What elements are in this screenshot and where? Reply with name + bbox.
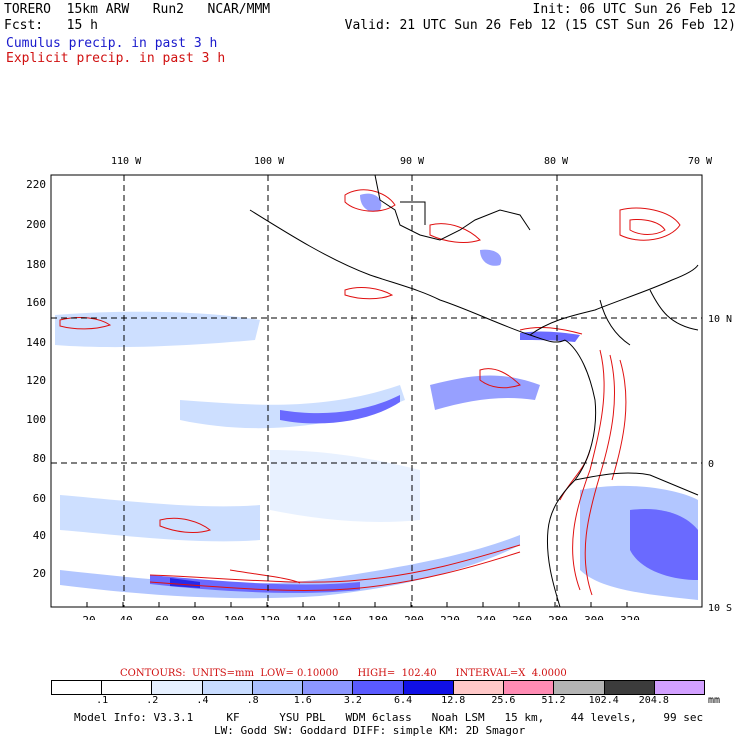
y-tick-label: 20 — [33, 567, 46, 580]
scale-swatch — [303, 681, 354, 694]
scale-label: 25.6 — [491, 695, 516, 706]
valid-time: Valid: 21 UTC Sun 26 Feb 12 (15 CST Sun … — [344, 18, 736, 33]
scale-label: .4 — [196, 695, 209, 706]
y-tick-label: 100 — [26, 413, 46, 426]
scale-label: 204.8 — [638, 695, 669, 706]
scale-label: 6.4 — [394, 695, 413, 706]
y-tick-label: 160 — [26, 296, 46, 309]
x-tick-label: 160 — [332, 614, 352, 620]
scale-swatch — [654, 681, 705, 694]
lat-label: 10 S — [708, 603, 732, 614]
x-tick-labels: 20 40 60 80 100 120 140 160 180 200 220 … — [82, 614, 640, 620]
lon-label: 100 W — [254, 156, 285, 167]
x-tick-label: 300 — [584, 614, 604, 620]
lon-label: 90 W — [400, 156, 425, 167]
x-tick-label: 120 — [260, 614, 280, 620]
coastlines — [249, 174, 699, 608]
model-info-line1: Model Info: V3.3.1 KF YSU PBL WDM 6class… — [74, 711, 704, 724]
scale-swatch — [52, 681, 103, 694]
x-tick-label: 100 — [224, 614, 244, 620]
x-tick-label: 40 — [119, 614, 132, 620]
model-info: Model Info: V3.3.1 KF YSU PBL WDM 6class… — [74, 711, 703, 737]
x-tick-label: 240 — [476, 614, 496, 620]
lon-label: 80 W — [544, 156, 569, 167]
cumulus-shading — [55, 193, 698, 600]
scale-swatch — [102, 681, 153, 694]
x-tick-label: 260 — [512, 614, 532, 620]
x-tick-label: 60 — [155, 614, 168, 620]
scale-swatch — [152, 681, 203, 694]
x-tick-label: 320 — [620, 614, 640, 620]
y-tick-label: 200 — [26, 218, 46, 231]
model-info-line2: LW: Godd SW: Goddard DIFF: simple KM: 2D… — [214, 724, 526, 737]
x-tick-label: 80 — [191, 614, 204, 620]
lon-label: 110 W — [111, 156, 142, 167]
y-tick-label: 60 — [33, 492, 46, 505]
precip-map: 110 W 100 W 90 W 80 W 70 W — [26, 156, 732, 620]
scale-label: .8 — [246, 695, 259, 706]
lat-lon-grid — [51, 175, 702, 607]
y-tick-label: 180 — [26, 258, 46, 271]
scale-swatch — [554, 681, 605, 694]
y-tick-label: 40 — [33, 529, 46, 542]
init-time: Init: 06 UTC Sun 26 Feb 12 — [532, 2, 737, 17]
scale-label: .1 — [96, 695, 109, 706]
scale-label: 3.2 — [343, 695, 362, 706]
color-scale — [51, 680, 705, 695]
y-tick-label: 80 — [33, 452, 46, 465]
scale-label: 1.6 — [293, 695, 312, 706]
x-tick-label: 200 — [404, 614, 424, 620]
scale-swatch — [403, 681, 454, 694]
forecast-hour: Fcst: 15 h — [4, 18, 98, 33]
lat-labels: 10 N 0 10 S — [708, 314, 732, 614]
scale-swatch — [453, 681, 505, 694]
cumulus-label: Cumulus precip. in past 3 h — [6, 36, 218, 51]
lat-label: 10 N — [708, 314, 732, 325]
y-tick-label: 220 — [26, 178, 46, 191]
scale-swatch — [604, 681, 655, 694]
lon-label: 70 W — [688, 156, 713, 167]
y-tick-label: 120 — [26, 374, 46, 387]
scale-swatch — [504, 681, 555, 694]
scale-label: 51.2 — [541, 695, 566, 706]
scale-swatch — [252, 681, 304, 694]
x-ticks — [86, 602, 628, 607]
scale-swatch — [202, 681, 253, 694]
explicit-label: Explicit precip. in past 3 h — [6, 51, 226, 66]
x-tick-label: 220 — [440, 614, 460, 620]
scale-label: 102.4 — [588, 695, 619, 706]
x-tick-label: 280 — [548, 614, 568, 620]
run-title: TORERO 15km ARW Run2 NCAR/MMM — [4, 2, 271, 17]
x-tick-label: 140 — [296, 614, 316, 620]
x-tick-label: 180 — [368, 614, 388, 620]
lat-label: 0 — [708, 459, 714, 470]
y-tick-label: 140 — [26, 336, 46, 349]
x-tick-label: 20 — [82, 614, 95, 620]
scale-unit: mm — [708, 695, 721, 706]
scale-label: 12.8 — [441, 695, 466, 706]
lon-labels: 110 W 100 W 90 W 80 W 70 W — [111, 156, 713, 167]
scale-label: .2 — [146, 695, 159, 706]
scale-swatch — [353, 681, 404, 694]
y-tick-labels: 20 40 60 80 100 120 140 160 180 200 220 — [26, 178, 46, 580]
explicit-contours — [59, 189, 681, 596]
contour-legend-title: CONTOURS: UNITS=mm LOW= 0.10000 HIGH= 10… — [120, 668, 567, 679]
